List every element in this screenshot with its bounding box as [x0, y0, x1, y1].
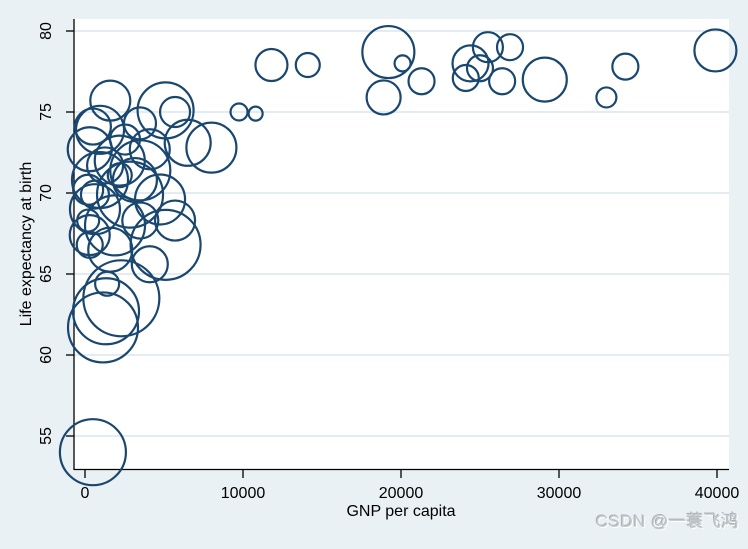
bubble	[229, 102, 249, 122]
bubble	[158, 95, 192, 129]
axes	[73, 19, 729, 471]
bubble	[451, 63, 480, 93]
x-tick-label-20000: 20000	[379, 485, 424, 502]
bubble	[74, 104, 126, 155]
plot-area	[74, 19, 729, 470]
bubble	[58, 418, 128, 487]
bubble	[122, 106, 158, 141]
watermark: CSDN @一蓑飞鸿	[595, 512, 739, 531]
bubble	[94, 270, 121, 297]
bubble	[247, 105, 264, 122]
x-axis-title: GNP per capita	[346, 503, 455, 520]
bubble	[254, 47, 289, 83]
x-tick-label-40000: 40000	[695, 485, 740, 502]
bubble	[106, 162, 133, 189]
y-tick-label-55: 55	[38, 427, 55, 445]
bubble-series	[58, 24, 738, 487]
bubble	[83, 194, 147, 257]
y-tick-label-70: 70	[38, 184, 55, 202]
bubble	[121, 201, 160, 240]
bubble	[693, 28, 738, 73]
bubble	[407, 67, 436, 96]
bubble	[521, 56, 568, 103]
bubble	[185, 121, 238, 174]
bubble	[95, 160, 165, 229]
bubble	[72, 173, 105, 206]
bubble	[488, 67, 517, 96]
y-tick-label-60: 60	[38, 346, 55, 364]
bubble	[495, 33, 525, 62]
x-tick-label-0: 0	[81, 485, 90, 502]
x-tick-label-10000: 10000	[221, 485, 266, 502]
tick-labels: 55 60 65 70 75 80 0 10000 20000 30000 40000	[38, 22, 739, 502]
bubble	[75, 230, 104, 259]
bubble	[393, 54, 412, 73]
x-tick-label-30000: 30000	[537, 485, 582, 502]
bubble	[611, 52, 640, 81]
bubble	[79, 179, 111, 210]
bubble	[153, 199, 197, 242]
bubble	[163, 118, 212, 167]
bubble	[133, 173, 187, 226]
bubble	[294, 51, 321, 79]
bubble	[66, 291, 140, 364]
bubble	[465, 54, 495, 83]
bubble	[595, 86, 618, 109]
y-tick-label-65: 65	[38, 265, 55, 283]
y-tick-label-75: 75	[38, 103, 55, 121]
bubble	[361, 24, 416, 80]
tick-marks	[66, 30, 718, 478]
y-tick-label-80: 80	[38, 22, 55, 40]
bubble	[129, 208, 202, 281]
bubble	[365, 79, 402, 116]
bubble	[451, 44, 490, 83]
y-axis-title: Life expectancy at birth	[18, 162, 35, 327]
bubble	[73, 107, 113, 146]
bubble	[130, 245, 169, 284]
bubble	[128, 128, 171, 171]
